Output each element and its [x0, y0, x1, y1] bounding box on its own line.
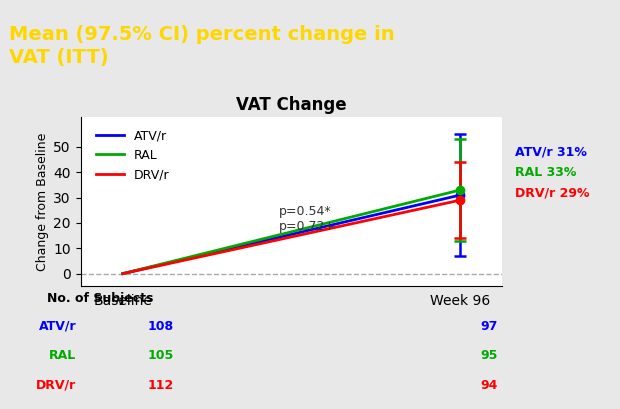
Text: No. of Subjects: No. of Subjects [47, 292, 153, 305]
Text: DRV/r: DRV/r [36, 379, 76, 392]
Text: 94: 94 [481, 379, 498, 392]
Text: 108: 108 [148, 319, 174, 333]
Text: 112: 112 [148, 379, 174, 392]
Text: DRV/r 29%: DRV/r 29% [515, 187, 590, 200]
Text: Mean (97.5% CI) percent change in
VAT (ITT): Mean (97.5% CI) percent change in VAT (I… [9, 25, 395, 67]
Legend: ATV/r, RAL, DRV/r: ATV/r, RAL, DRV/r [91, 124, 174, 186]
Y-axis label: Change from Baseline: Change from Baseline [36, 132, 49, 271]
Text: 95: 95 [481, 349, 498, 362]
Text: p=0.54*
p=0.72+: p=0.54* p=0.72+ [279, 205, 336, 233]
Text: 97: 97 [481, 319, 498, 333]
Text: ATV/r: ATV/r [39, 319, 76, 333]
Text: RAL 33%: RAL 33% [515, 166, 576, 179]
Title: VAT Change: VAT Change [236, 96, 347, 114]
Text: ATV/r 31%: ATV/r 31% [515, 146, 587, 159]
Text: 105: 105 [148, 349, 174, 362]
Text: RAL: RAL [49, 349, 76, 362]
